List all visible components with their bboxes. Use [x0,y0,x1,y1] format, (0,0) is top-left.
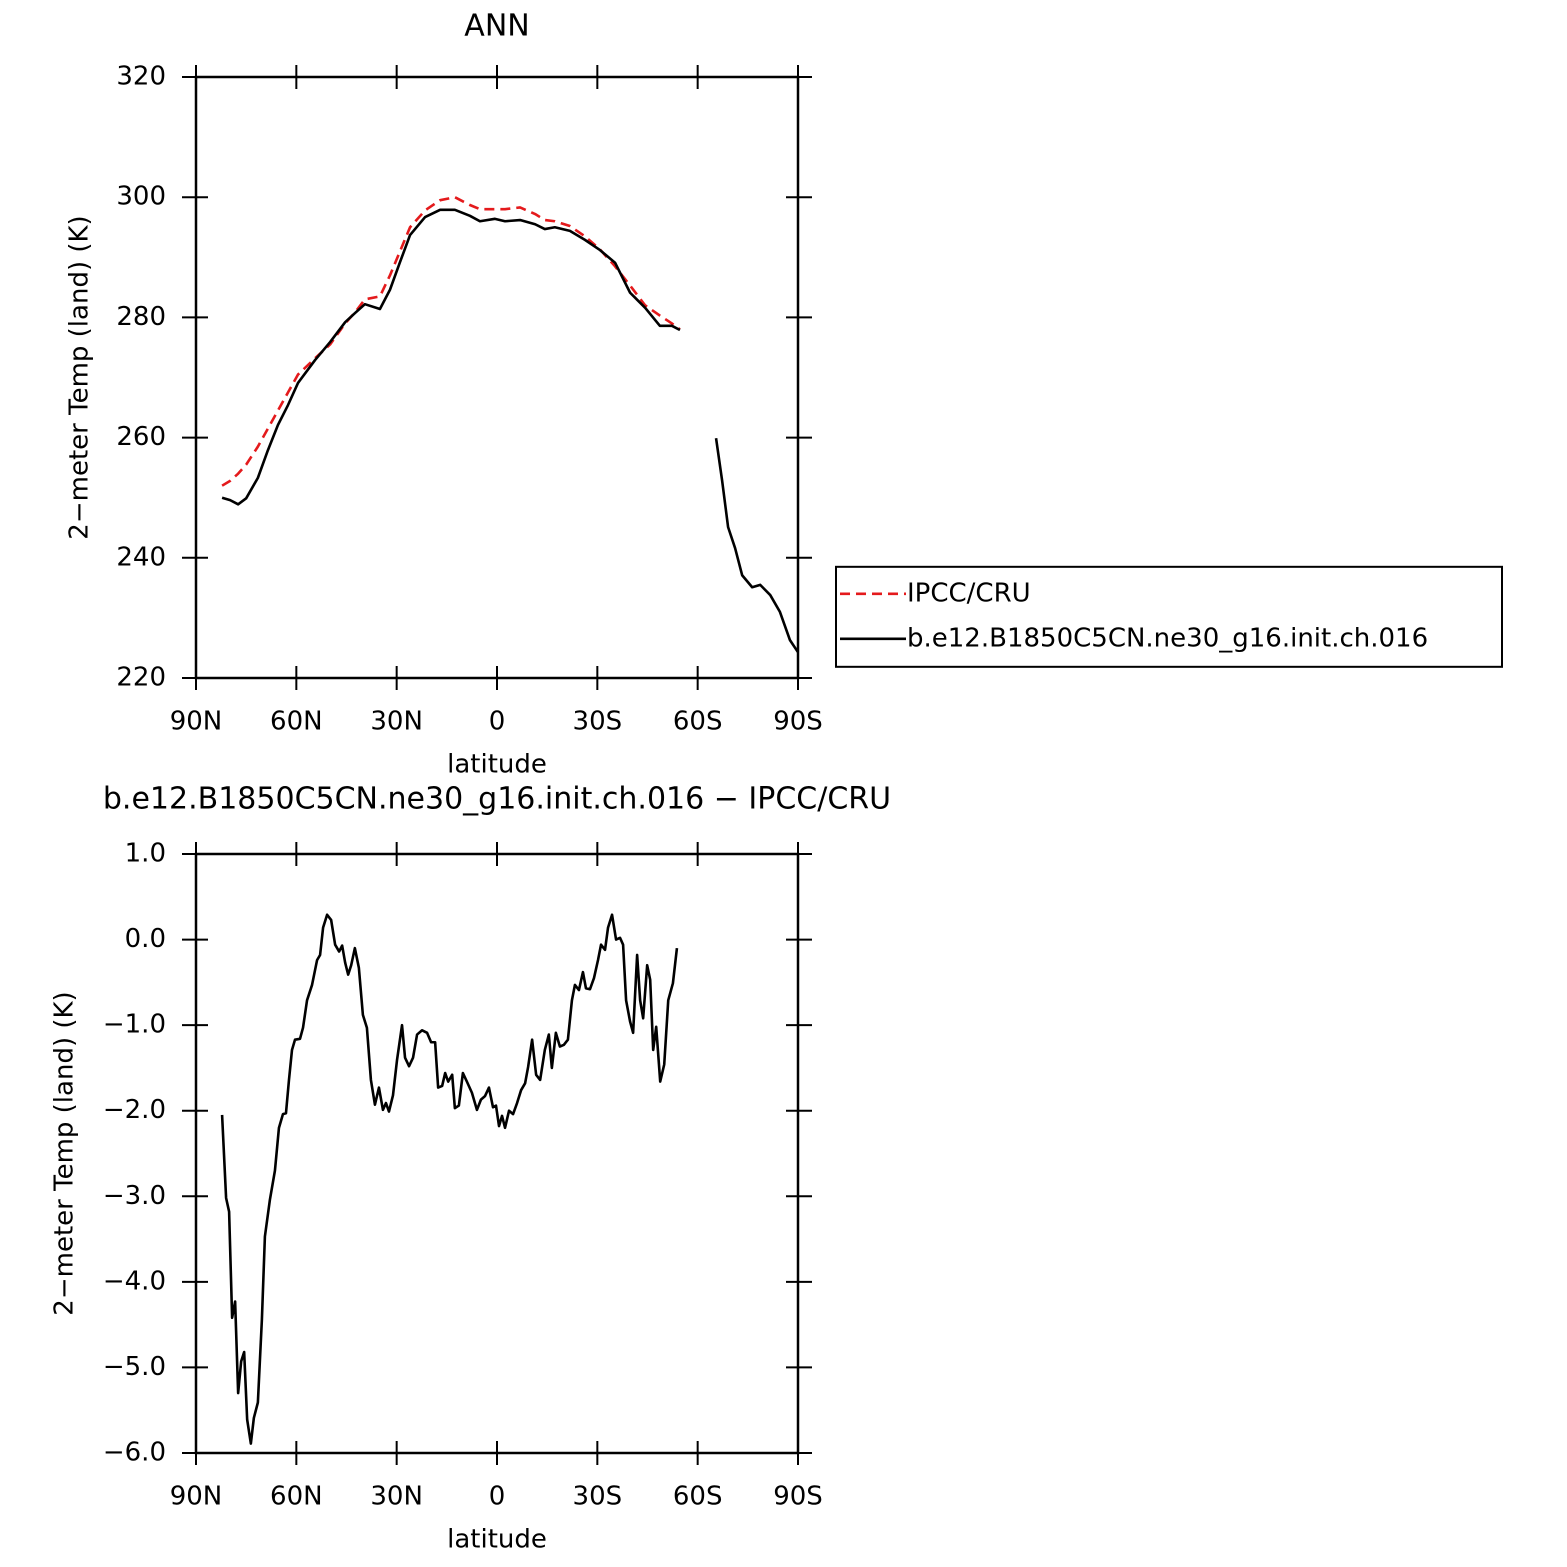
x-tick-label: 90S [773,707,823,737]
y-tick-label: −6.0 [103,1438,166,1468]
x-tick-label: 60S [673,707,723,737]
x-tick-label: 0 [489,707,506,737]
legend-label: IPCC/CRU [907,578,1031,608]
data-line [221,208,800,653]
y-tick-label: −4.0 [103,1266,166,1296]
legend-label: b.e12.B1850C5CN.ne30_g16.init.ch.016 [907,623,1428,653]
y-tick-label: 280 [116,302,166,332]
y-tick-label: 320 [116,62,166,92]
y-tick-label: 300 [116,182,166,212]
x-tick-label: 0 [489,1482,506,1512]
x-tick-label: 30S [573,1482,623,1512]
x-tick-label: 90N [170,1482,223,1512]
y-axis-label: 2−meter Temp (land) (K) [50,991,80,1315]
y-axis-label: 2−meter Temp (land) (K) [65,215,95,539]
x-tick-label: 60S [673,1482,723,1512]
y-tick-label: 0.0 [125,924,166,954]
y-tick-label: −1.0 [103,1010,166,1040]
legend: IPCC/CRU b.e12.B1850C5CN.ne30_g16.init.ch… [835,565,1503,668]
x-tick-label: 30N [370,707,423,737]
x-axis-label: latitude [447,1525,547,1555]
chart-title: b.e12.B1850C5CN.ne30_g16.init.ch.016 − I… [103,782,891,817]
chart-title: ANN [464,9,529,44]
legend-box [835,565,1503,668]
x-tick-label: 90N [170,707,223,737]
x-tick-label: 60N [270,1482,323,1512]
plot-frame [194,852,800,1455]
x-tick-label: 90S [773,1482,823,1512]
y-tick-label: −2.0 [103,1095,166,1125]
x-tick-label: 60N [270,707,323,737]
y-tick-label: −5.0 [103,1352,166,1382]
y-tick-label: −3.0 [103,1181,166,1211]
y-tick-label: 1.0 [125,839,166,869]
x-tick-label: 30N [370,1482,423,1512]
x-axis-label: latitude [447,750,547,780]
plot-frame [194,75,800,680]
data-line [220,913,679,1445]
y-tick-label: 220 [116,663,166,693]
y-tick-label: 240 [116,542,166,572]
y-tick-label: 260 [116,422,166,452]
x-tick-label: 30S [573,707,623,737]
data-line [221,195,681,487]
